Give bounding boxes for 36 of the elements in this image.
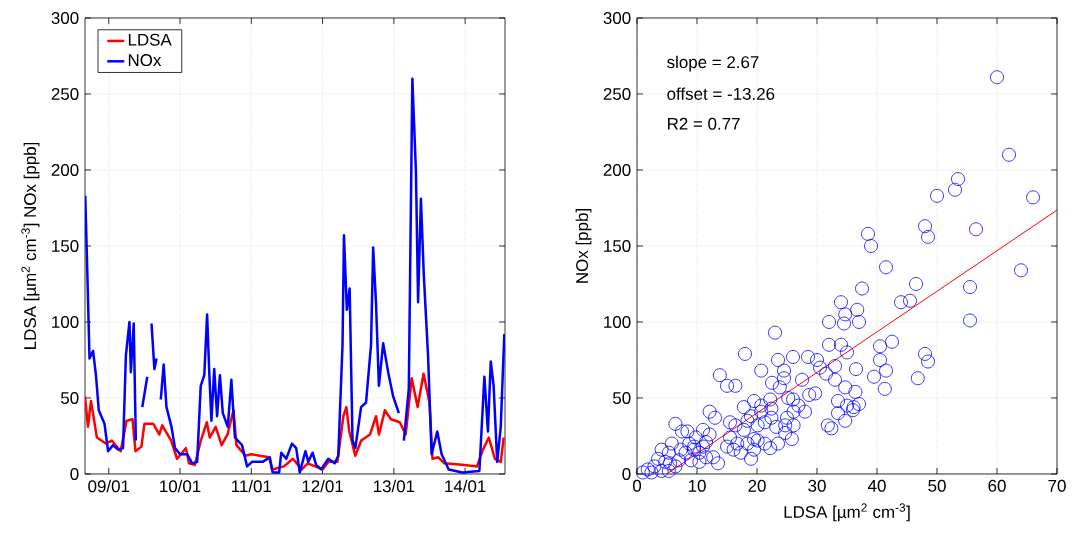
annotation: slope = 2.67 [667,55,759,72]
x-tick-label: 20 [748,479,766,492]
x-tick-label: 09/01 [88,479,130,493]
annotation: offset = -13.26 [667,87,775,100]
x-axis-title: LDSA [µm$^{2}$ cm$^{-3}$] [784,503,910,522]
y-tick-label: 50 [61,391,79,404]
x-tick-label: 60 [988,479,1006,492]
x-tick-label: 10 [688,479,706,492]
x-tick-label: 0 [632,479,642,492]
x-tick-label: 30 [808,479,826,492]
y-tick-label: 300 [51,11,79,24]
x-tick-label: 10/01 [160,479,201,493]
y-tick-label: 150 [604,239,631,252]
y-tick-label: 250 [603,87,631,100]
y-tick-label: 150 [52,239,79,252]
y-tick-label: 0 [70,467,79,480]
x-tick-label: 50 [928,479,946,492]
y-axis-title: NOx [ppb] [575,209,592,283]
annotation: R2 = 0.77 [668,117,740,130]
x-tick-label: 13/01 [373,479,415,493]
legend-label: LDSA [128,33,172,46]
y-tick-label: 200 [603,163,631,176]
y-tick-label: 200 [51,163,79,176]
x-tick-label: 70 [1048,479,1066,492]
y-tick-label: 250 [51,87,79,100]
x-tick-label: 12/01 [302,479,343,493]
legend-label: NOx [128,54,162,67]
y-tick-label: 50 [613,391,631,404]
x-tick-label: 40 [867,479,886,492]
y-tick-label: 100 [604,315,631,328]
y-tick-label: 0 [622,467,631,480]
y-tick-label: 100 [52,315,79,328]
y-tick-label: 300 [603,11,631,24]
x-tick-label: 14/01 [445,479,486,493]
y-axis-title: LDSA [µm$^{2}$ cm$^{-3}$] NOx [ppb] [21,142,40,349]
x-tick-label: 11/01 [232,479,272,493]
